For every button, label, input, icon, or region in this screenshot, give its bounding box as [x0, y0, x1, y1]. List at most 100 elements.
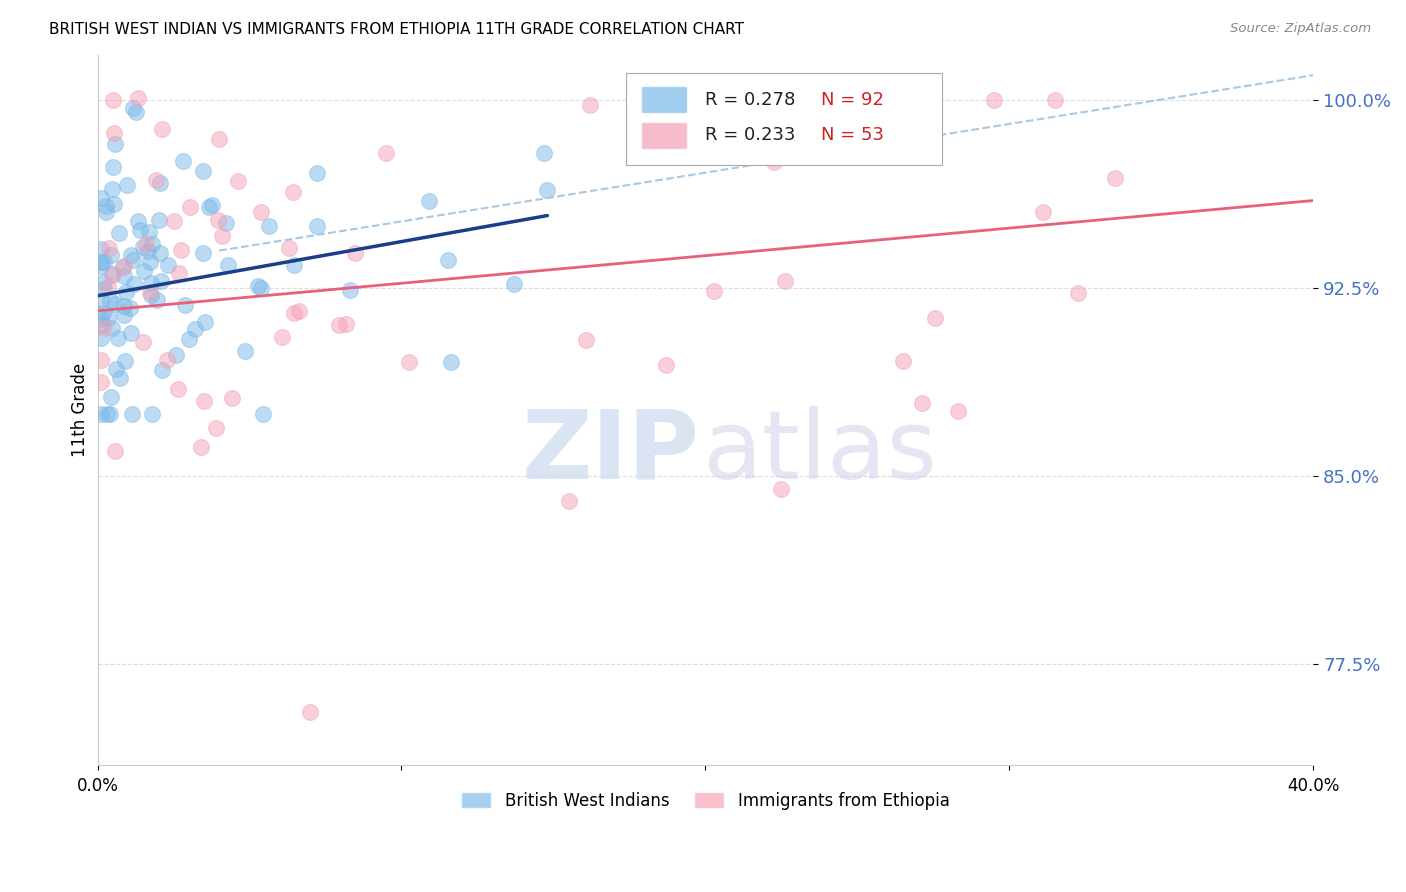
Point — [93, 276, 115, 290]
Point — [163, 213, 186, 227]
Point — [763, 155, 786, 169]
Text: BRITISH WEST INDIAN VS IMMIGRANTS FROM ETHIOPIA 11TH GRADE CORRELATION CHART: BRITISH WEST INDIAN VS IMMIGRANTS FROM E… — [49, 22, 744, 37]
Point — [503, 277, 526, 291]
Point — [100, 247, 122, 261]
Point — [90, 293, 112, 308]
Point — [94, 200, 117, 214]
Point — [131, 334, 153, 349]
Point — [104, 297, 127, 311]
Legend: British West Indians, Immigrants from Ethiopia: British West Indians, Immigrants from Et… — [454, 785, 956, 816]
Point — [114, 353, 136, 368]
Point — [103, 160, 125, 174]
Point — [90, 259, 112, 273]
Point — [233, 343, 256, 358]
Point — [911, 396, 934, 410]
Point — [946, 404, 969, 418]
Point — [90, 407, 112, 421]
Point — [90, 242, 112, 256]
Point — [93, 255, 115, 269]
Point — [146, 293, 169, 307]
Point — [111, 260, 134, 274]
Point — [98, 241, 121, 255]
Y-axis label: 11th Grade: 11th Grade — [72, 363, 89, 457]
Point — [90, 191, 112, 205]
Point — [121, 253, 143, 268]
Point — [150, 363, 173, 377]
Point — [112, 268, 135, 283]
FancyBboxPatch shape — [627, 73, 942, 165]
Point — [190, 440, 212, 454]
Point — [93, 282, 115, 296]
Point — [252, 407, 274, 421]
Point — [107, 331, 129, 345]
Point — [101, 268, 124, 283]
Point — [149, 177, 172, 191]
Point — [98, 407, 121, 421]
Point — [103, 126, 125, 140]
Point — [141, 407, 163, 421]
Point — [172, 154, 194, 169]
Point — [96, 407, 118, 421]
Point — [148, 212, 170, 227]
Point — [97, 310, 120, 325]
Point — [127, 91, 149, 105]
Point — [339, 283, 361, 297]
Point — [208, 132, 231, 146]
Point — [104, 444, 127, 458]
Point — [194, 314, 217, 328]
Point — [655, 358, 678, 372]
Point — [120, 247, 142, 261]
Point — [103, 196, 125, 211]
Text: ZIP: ZIP — [522, 406, 699, 499]
Point — [398, 355, 420, 369]
Point — [557, 494, 579, 508]
Point — [170, 243, 193, 257]
Bar — [641, 122, 688, 149]
Point — [179, 201, 201, 215]
Point — [281, 186, 304, 200]
Point — [184, 322, 207, 336]
Point — [100, 267, 122, 281]
Point — [250, 281, 273, 295]
Point — [299, 705, 322, 719]
Point — [200, 198, 222, 212]
Point — [90, 254, 112, 268]
Point — [91, 318, 114, 332]
Point — [983, 93, 1005, 107]
Point — [150, 122, 173, 136]
Point — [924, 310, 946, 325]
Text: Source: ZipAtlas.com: Source: ZipAtlas.com — [1230, 22, 1371, 36]
Point — [1066, 285, 1088, 300]
Point — [217, 258, 239, 272]
Point — [138, 225, 160, 239]
Point — [418, 194, 440, 209]
Point — [94, 205, 117, 219]
Point — [536, 183, 558, 197]
Point — [125, 104, 148, 119]
Point — [157, 258, 180, 272]
Point — [211, 228, 233, 243]
Point — [128, 223, 150, 237]
Point — [575, 333, 598, 347]
Point — [149, 246, 172, 260]
Point — [891, 354, 914, 368]
Point — [108, 226, 131, 240]
Point — [214, 216, 236, 230]
Point — [374, 146, 396, 161]
Point — [271, 330, 294, 344]
Point — [120, 326, 142, 340]
Point — [138, 254, 160, 268]
Point — [277, 241, 299, 255]
Point — [167, 382, 190, 396]
Point — [533, 145, 555, 160]
Point — [121, 407, 143, 421]
Point — [97, 279, 120, 293]
Point — [344, 246, 367, 260]
Point — [114, 299, 136, 313]
Point — [246, 278, 269, 293]
Point — [191, 163, 214, 178]
Point — [770, 482, 793, 496]
Text: atlas: atlas — [702, 406, 936, 499]
Point — [122, 277, 145, 292]
Point — [198, 200, 221, 214]
